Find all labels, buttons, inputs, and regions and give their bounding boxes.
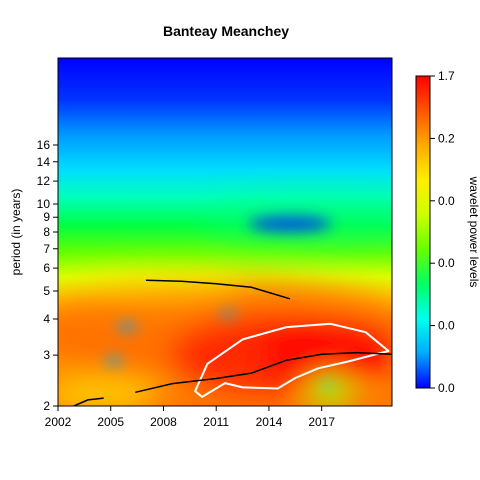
y-tick-label: 6 (43, 261, 50, 275)
ridge-line (145, 279, 291, 300)
x-tick-label: 2014 (256, 415, 283, 429)
y-tick-label: 10 (37, 197, 51, 211)
ridge-line (73, 397, 104, 406)
cold-spots (105, 216, 334, 388)
y-tick-label: 12 (37, 174, 51, 188)
y-tick-label: 3 (43, 348, 50, 362)
colorbar-tick-label: 0.0 (438, 256, 455, 270)
colorbar-tick-label: 0.2 (438, 131, 455, 145)
x-tick-label: 2002 (45, 415, 72, 429)
ridge-line (135, 351, 392, 394)
y-tick-label: 9 (43, 210, 50, 224)
colorbar-tick-label: 1.7 (438, 69, 455, 83)
x-tick-label: 2008 (150, 415, 177, 429)
y-tick-label: 4 (43, 312, 50, 326)
colorbar-gradient (415, 75, 431, 389)
colorbar-tick-label: 0.0 (438, 194, 455, 208)
plot-area (58, 58, 392, 406)
colorbar-label: wavelet power levels (467, 176, 480, 288)
y-axis-label: period (in years) (9, 189, 23, 276)
y-tick-label: 14 (37, 155, 51, 169)
chart-title: Banteay Meanchey (163, 23, 289, 39)
significance-contour (194, 322, 390, 398)
x-tick-label: 2017 (308, 415, 335, 429)
y-tick-label: 16 (37, 138, 51, 152)
y-tick-label: 8 (43, 225, 50, 239)
colorbar-tick-label: 0.0 (438, 381, 455, 395)
x-axis: 2002 2005 2008 2011 2014 2017 (45, 406, 335, 429)
x-tick-label: 2011 (203, 415, 229, 429)
colorbar-tick-label: 0.0 (438, 319, 455, 333)
heatmap-blobs (58, 190, 392, 406)
y-tick-label: 7 (43, 242, 50, 256)
y-tick-label: 5 (43, 284, 50, 298)
y-tick-label: 2 (43, 399, 50, 413)
colorbar: 0.0 0.0 0.0 0.0 0.2 1.7 (415, 69, 455, 395)
x-tick-label: 2005 (97, 415, 124, 429)
